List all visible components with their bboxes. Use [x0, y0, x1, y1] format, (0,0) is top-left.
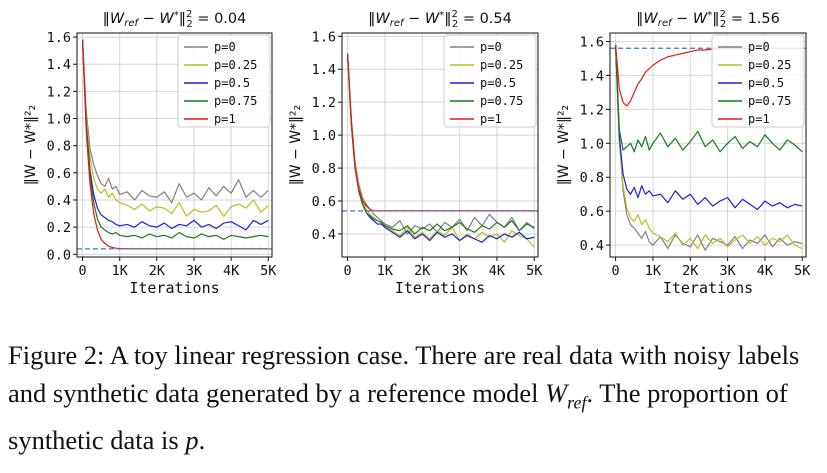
series-line-p=0.5 [615, 44, 803, 211]
x-tick-label: 5K [526, 263, 543, 279]
x-tick-label: 5K [260, 263, 277, 279]
y-tick-label: 1.0 [580, 136, 604, 152]
x-tick-label: 4K [223, 263, 240, 279]
legend-label-p=0.75: p=0.75 [214, 94, 257, 108]
series-line-p=0.25 [81, 39, 269, 217]
y-tick-label: 1.2 [312, 95, 336, 111]
x-tick-label: 4K [489, 263, 506, 279]
chart-title: ‖Wref − W*‖2 2 = 1.56 [636, 9, 780, 30]
y-axis-label: ‖W − W*‖²₂ [23, 105, 39, 186]
x-tick-label: 4K [757, 263, 774, 279]
legend-label-p=1: p=1 [480, 112, 502, 126]
series-line-p=0.75 [347, 54, 535, 235]
series-line-p=0 [81, 39, 269, 204]
legend-label-p=0.25: p=0.25 [214, 58, 257, 72]
legend-label-p=0.5: p=0.5 [480, 76, 516, 90]
y-tick-label: 0.8 [580, 170, 604, 186]
plot-frame [76, 32, 273, 258]
x-tick-label: 3K [186, 263, 203, 279]
x-tick-label: 2K [414, 263, 431, 279]
legend-label-p=0: p=0 [214, 40, 236, 54]
y-tick-label: 0.4 [312, 227, 336, 243]
series-line-p=0.75 [615, 44, 803, 153]
x-tick-label: 1K [377, 263, 394, 279]
legend-label-p=0.25: p=0.25 [748, 58, 791, 72]
legend: p=0 p=0.25 p=0.5 p=0.75 p=1 [711, 34, 805, 128]
legend-label-p=0.25: p=0.25 [480, 58, 523, 72]
y-axis-label: ‖W − W*‖²₂ [556, 105, 572, 186]
x-tick-label: 3K [719, 263, 736, 279]
figure-caption: Figure 2: A toy linear regression case. … [8, 336, 820, 459]
x-tick-label: 0 [344, 263, 352, 279]
y-tick-label: 0.4 [47, 193, 71, 209]
caption-text-1: Figure 2: A toy linear regression case. … [8, 340, 800, 408]
y-tick-label: 1.4 [580, 68, 604, 84]
plot-data [342, 52, 538, 248]
x-tick-label: 2K [149, 263, 166, 279]
legend: p=0 p=0.25 p=0.5 p=0.75 p=1 [443, 34, 537, 128]
chart-title: ‖Wref − W*‖2 2 = 0.04 [103, 9, 247, 30]
legend-label-p=0.75: p=0.75 [480, 94, 523, 108]
legend-label-p=1: p=1 [748, 112, 770, 126]
x-axis-label: Iterations [129, 279, 219, 297]
plot-frame [609, 32, 807, 258]
caption-text-3: . [198, 425, 206, 456]
y-tick-label: 1.6 [580, 34, 604, 50]
legend-label-p=0: p=0 [748, 40, 770, 54]
y-tick-label: 1.4 [312, 62, 336, 78]
x-axis-label: Iterations [395, 279, 485, 297]
x-tick-label: 3K [451, 263, 468, 279]
caption-math-p: p [185, 425, 199, 456]
x-tick-label: 0 [612, 263, 620, 279]
y-tick-label: 1.2 [580, 102, 604, 118]
y-tick-label: 0.4 [580, 238, 604, 254]
y-tick-label: 1.2 [47, 84, 71, 100]
y-tick-label: 0.0 [47, 247, 71, 263]
y-tick-label: 1.6 [312, 29, 336, 45]
y-tick-label: 0.6 [312, 194, 336, 210]
series-line-p=0 [615, 44, 803, 251]
x-tick-label: 0 [79, 263, 87, 279]
y-tick-label: 0.8 [47, 139, 71, 155]
x-tick-label: 1K [112, 263, 129, 279]
legend-box [711, 34, 805, 128]
plot-data [77, 39, 272, 250]
y-tick-label: 1.0 [312, 128, 336, 144]
caption-text-2: . The proportion of synthetic data is [8, 378, 788, 456]
charts-area: 0 1K 2K 3K 4K 5K 0.0 0.2 0.4 0.6 0.8 1.0 1.2 1.4 1.6 It… [23, 9, 811, 297]
legend-label-p=0.75: p=0.75 [748, 94, 791, 108]
y-tick-label: 1.4 [47, 57, 71, 73]
legend-box [177, 34, 271, 128]
y-tick-label: 0.2 [47, 220, 71, 236]
legend: p=0 p=0.25 p=0.5 p=0.75 p=1 [177, 34, 271, 128]
y-axis-label: ‖W − W*‖²₂ [288, 105, 304, 186]
x-tick-label: 5K [794, 263, 811, 279]
legend-label-p=0: p=0 [480, 40, 502, 54]
chart-title: ‖Wref − W*‖2 2 = 0.54 [368, 9, 512, 30]
x-tick-label: 2K [682, 263, 699, 279]
y-tick-label: 0.8 [312, 161, 336, 177]
series-line-p=0.25 [615, 44, 803, 250]
x-axis-label: Iterations [663, 279, 753, 297]
caption-math-w: Wref [545, 378, 587, 413]
chart-panel-2: 0 1K 2K 3K 4K 5K 0.4 0.6 0.8 1.0 1.2 1.4 1.6 Iteratio… [288, 9, 543, 297]
x-tick-label: 1K [645, 263, 662, 279]
y-tick-label: 0.6 [47, 166, 71, 182]
legend-label-p=1: p=1 [214, 112, 236, 126]
chart-panel-1: 0 1K 2K 3K 4K 5K 0.0 0.2 0.4 0.6 0.8 1.0 1.2 1.4 1.6 It… [23, 9, 277, 297]
legend-label-p=0.5: p=0.5 [748, 76, 784, 90]
y-tick-label: 1.6 [47, 30, 71, 46]
series-line-p=0.5 [81, 39, 269, 231]
y-tick-label: 1.0 [47, 112, 71, 128]
series-line-p=0.75 [81, 39, 269, 240]
y-tick-label: 0.6 [580, 204, 604, 220]
chart-panel-3: 0 1K 2K 3K 4K 5K 0.4 0.6 0.8 1.0 1.2 1.4 1.6 Iteratio… [556, 9, 811, 297]
series-line-p=0.25 [347, 54, 535, 248]
legend-label-p=0.5: p=0.5 [214, 76, 250, 90]
plot-frame [341, 32, 539, 258]
legend-box [443, 34, 537, 128]
